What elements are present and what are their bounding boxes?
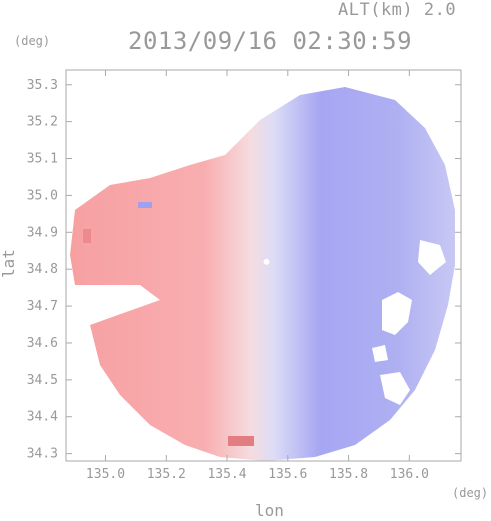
y-tick-label: 35.2 xyxy=(27,115,58,130)
y-tick-label: 34.8 xyxy=(27,262,58,277)
no-echo-patch xyxy=(382,292,412,335)
x-tick-label: 135.0 xyxy=(86,467,125,482)
x-tick-label: 135.8 xyxy=(329,467,368,482)
x-tick-label: 135.2 xyxy=(147,467,186,482)
y-tick-label: 35.3 xyxy=(27,78,58,93)
x-axis-label: lon xyxy=(255,501,284,520)
y-tick-label: 34.6 xyxy=(27,336,58,351)
y-tick-label: 34.3 xyxy=(27,447,58,462)
no-echo-patch xyxy=(380,372,410,405)
radar-echo-region xyxy=(70,87,455,461)
y-tick-label: 34.9 xyxy=(27,225,58,240)
x-tick-label: 135.4 xyxy=(207,467,246,482)
y-tick-label: 34.4 xyxy=(27,410,58,425)
y-tick-label: 35.0 xyxy=(27,188,58,203)
observation-timestamp: 2013/09/16 02:30:59 xyxy=(128,27,413,55)
y-axis-unit: (deg) xyxy=(14,34,51,48)
y-axis-ticks: 34.3 34.4 34.5 34.6 34.7 34.8 34.9 35.0 35.1 35.2… xyxy=(27,78,461,462)
x-tick-label: 135.6 xyxy=(268,467,307,482)
strong-echo-streak xyxy=(138,202,152,208)
y-tick-label: 34.7 xyxy=(27,299,58,314)
radar-site-marker xyxy=(263,258,270,265)
y-tick-label: 34.5 xyxy=(27,373,58,388)
strong-echo-streak xyxy=(228,436,254,446)
no-echo-patch xyxy=(418,240,446,275)
x-tick-label: 136.0 xyxy=(390,467,429,482)
no-echo-patch xyxy=(372,345,388,362)
x-axis-ticks: 135.0 135.2 135.4 135.6 135.8 136.0 xyxy=(86,70,429,482)
x-axis-unit: (deg) xyxy=(452,486,489,500)
altitude-label: ALT(km) 2.0 xyxy=(338,0,457,20)
y-tick-label: 35.1 xyxy=(27,152,58,167)
plot-frame xyxy=(65,69,462,462)
strong-echo-streak xyxy=(83,229,91,243)
